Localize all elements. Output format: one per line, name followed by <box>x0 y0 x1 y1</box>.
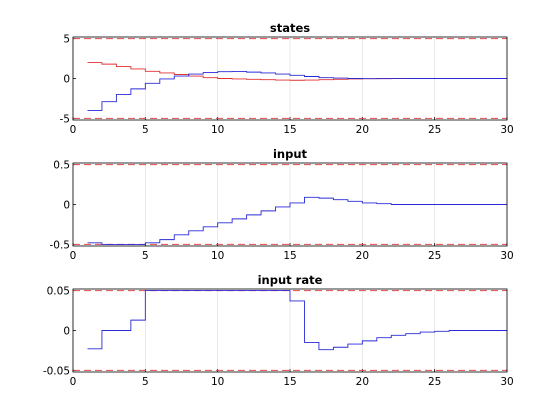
x-tick-label: 10 <box>211 124 224 136</box>
y-tick-label: -5 <box>60 113 70 125</box>
axes-frame <box>72 162 508 247</box>
y-tick-label: -0.5 <box>50 239 71 251</box>
y-tick-label: 0.5 <box>53 160 70 172</box>
x-tick-label: 5 <box>142 250 149 262</box>
series-line <box>87 62 507 81</box>
y-tick-label: 5 <box>63 34 70 46</box>
y-tick-label: 0 <box>63 74 70 86</box>
x-tick-label: 15 <box>283 250 296 262</box>
series-line <box>87 71 507 111</box>
x-tick-label: 20 <box>356 376 369 388</box>
y-tick-label: 0 <box>63 200 70 212</box>
x-tick-label: 30 <box>500 250 513 262</box>
input-rate-panel: input rate 0 5 10 15 20 25 300.050-0.05 <box>43 273 514 388</box>
y-tick-label: -0.05 <box>43 365 70 377</box>
x-tick-label: 30 <box>500 124 513 136</box>
x-tick-label: 15 <box>283 376 296 388</box>
y-tick-label: 0.05 <box>47 286 70 298</box>
axes-frame <box>72 36 508 121</box>
x-tick-label: 25 <box>428 250 441 262</box>
chart-title: states <box>270 21 310 35</box>
x-tick-label: 20 <box>356 124 369 136</box>
x-tick-label: 30 <box>500 376 513 388</box>
x-tick-label: 10 <box>211 376 224 388</box>
y-tick-label: 0 <box>63 326 70 338</box>
chart-title: input <box>273 147 308 161</box>
x-tick-label: 25 <box>428 376 441 388</box>
x-tick-label: 0 <box>70 250 77 262</box>
series-line <box>87 290 507 351</box>
x-tick-label: 20 <box>356 250 369 262</box>
chart-title: input rate <box>258 273 323 287</box>
x-tick-label: 15 <box>283 124 296 136</box>
x-tick-label: 0 <box>70 124 77 136</box>
axes-frame <box>72 288 508 373</box>
x-tick-label: 5 <box>142 376 149 388</box>
input-panel: input 0 5 10 15 20 25 300.50-0.5 <box>50 147 514 262</box>
series-line <box>87 196 507 245</box>
x-tick-label: 25 <box>428 124 441 136</box>
x-tick-label: 0 <box>70 376 77 388</box>
x-tick-label: 5 <box>142 124 149 136</box>
x-tick-label: 10 <box>211 250 224 262</box>
